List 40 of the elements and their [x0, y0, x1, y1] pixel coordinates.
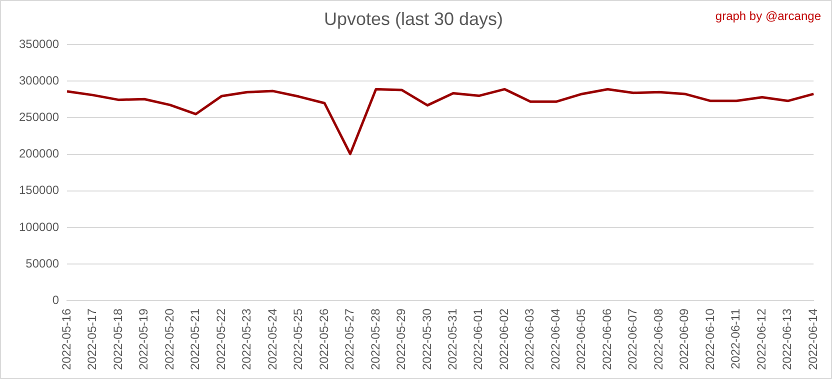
x-tick-label: 2022-05-19 — [136, 308, 151, 370]
x-tick-label: 2022-05-24 — [265, 308, 280, 370]
x-tick-label: 2022-05-16 — [59, 308, 74, 370]
text: graph by @arcange — [715, 9, 821, 23]
x-tick-label: 2022-05-17 — [85, 308, 100, 370]
x-tick-label: 2022-05-20 — [162, 308, 176, 370]
x-tick-label: 2022-05-31 — [446, 308, 460, 370]
x-tick-label: 2022-05-25 — [291, 308, 306, 370]
x-tick-label: 2022-06-01 — [471, 308, 486, 370]
x-tick-label: 2022-05-29 — [394, 308, 408, 370]
y-tick-label: 50000 — [26, 256, 60, 270]
x-tick-label: 2022-05-27 — [342, 308, 357, 370]
chart-title: Upvotes (last 30 days) — [324, 8, 504, 29]
y-tick-label: 100000 — [18, 220, 60, 234]
x-tick-label: 2022-06-08 — [651, 308, 666, 370]
x-tick-label: 2022-06-09 — [677, 308, 692, 370]
y-tick-label: 350000 — [18, 36, 60, 51]
x-tick-label: 2022-06-11 — [728, 308, 743, 370]
x-tick-label: 2022-05-30 — [420, 308, 434, 370]
x-tick-label: 2022-06-07 — [626, 308, 640, 370]
x-tick-label: 2022-06-02 — [496, 308, 511, 370]
x-tick-label: 2022-05-26 — [316, 308, 331, 370]
x-tick-label: 2022-06-05 — [574, 308, 588, 370]
y-tick-label: 150000 — [18, 183, 60, 198]
x-tick-label: 2022-05-28 — [368, 308, 382, 370]
x-tick-label: 2022-05-23 — [240, 308, 254, 370]
x-tick-label: 2022-06-12 — [754, 308, 768, 370]
x-tick-label: 2022-06-06 — [600, 308, 614, 370]
y-tick-label: 250000 — [18, 110, 60, 124]
x-tick-label: 2022-06-14 — [806, 308, 820, 370]
x-tick-label: 2022-05-22 — [214, 308, 228, 370]
x-tick-label: 2022-06-04 — [548, 308, 562, 370]
y-tick-label: 300000 — [18, 73, 60, 88]
x-tick-label: 2022-06-03 — [522, 308, 537, 370]
x-tick-label: 2022-06-10 — [702, 308, 717, 370]
y-tick-label: 200000 — [18, 146, 60, 161]
x-tick-label: 2022-05-18 — [110, 308, 125, 370]
y-tick-label: 0 — [52, 292, 60, 307]
x-tick-label: 2022-05-21 — [188, 308, 202, 370]
x-tick-label: 2022-06-13 — [780, 308, 794, 370]
